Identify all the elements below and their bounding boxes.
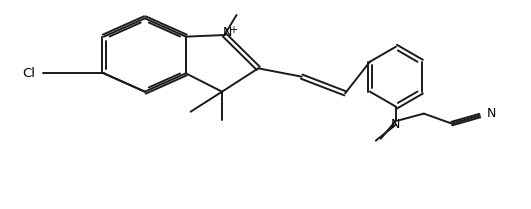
Text: N: N — [487, 107, 496, 120]
Text: Cl: Cl — [22, 67, 36, 80]
Text: N: N — [391, 118, 400, 131]
Text: N: N — [223, 27, 232, 40]
Text: +: + — [229, 25, 237, 35]
